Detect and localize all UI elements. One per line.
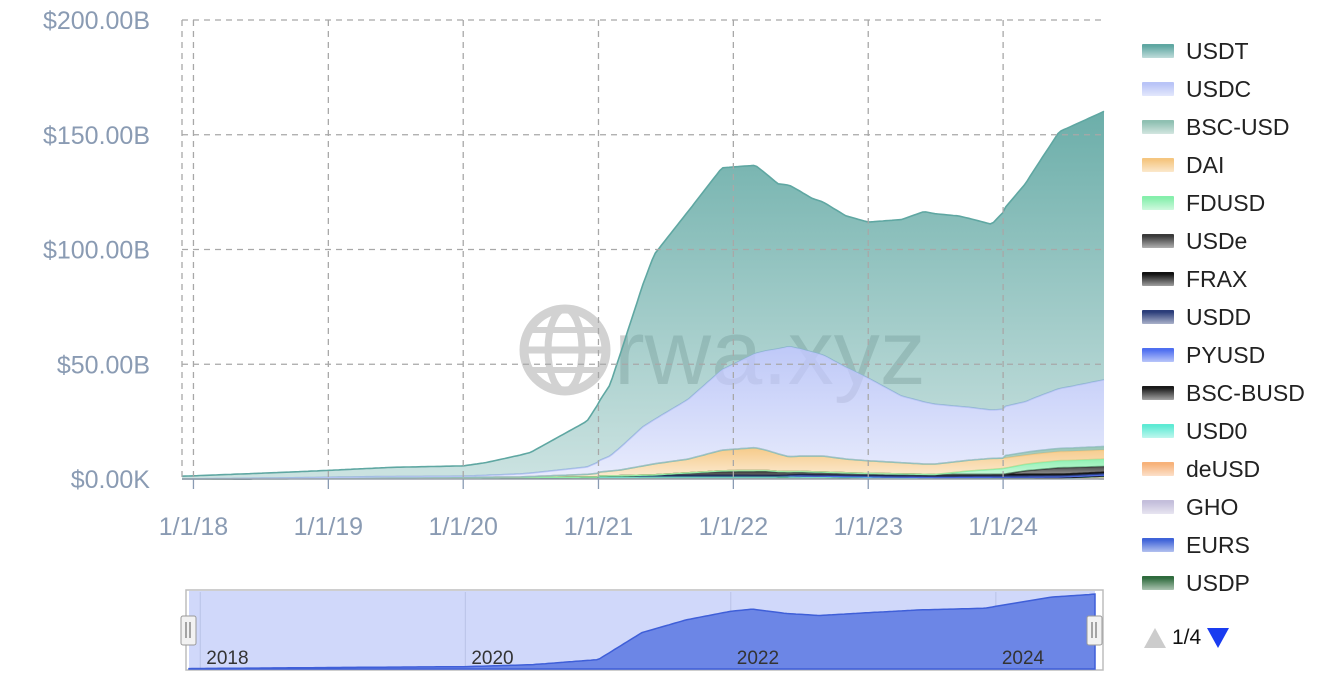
x-tick-label: 1/1/19 <box>294 513 364 541</box>
x-axis: 1/1/18 1/1/19 1/1/20 1/1/21 1/1/22 1/1/23 1/1/… <box>159 479 1038 541</box>
legend-label: USDC <box>1186 75 1252 102</box>
series-area-usdc[interactable] <box>182 346 1104 479</box>
series-area-dai[interactable] <box>182 447 1104 479</box>
legend-label: USDT <box>1186 37 1249 64</box>
legend-swatch <box>1142 234 1174 248</box>
legend-label: DAI <box>1186 151 1225 178</box>
legend-item-gho[interactable]: GHO <box>1142 488 1305 526</box>
legend-swatch <box>1142 272 1174 286</box>
legend-page-indicator: 1/4 <box>1172 626 1202 649</box>
y-tick-label: $150.00B <box>43 122 150 150</box>
legend-swatch <box>1142 500 1174 514</box>
navigator-year-label: 2024 <box>1002 648 1045 669</box>
series-line-usdt <box>181 110 1105 477</box>
grid <box>181 19 1104 480</box>
navigator-left-handle[interactable] <box>180 615 197 646</box>
navigator-series <box>188 593 1096 670</box>
legend-item-usd0[interactable]: USD0 <box>1142 412 1305 450</box>
legend-item-usdc[interactable]: USDC <box>1142 70 1305 108</box>
legend-label: USDe <box>1186 227 1248 254</box>
legend-swatch <box>1142 424 1174 438</box>
legend-swatch <box>1142 386 1174 400</box>
legend-label: GHO <box>1186 493 1239 520</box>
legend: USDT USDC BSC-USD DAI FDUSD USDe FRAX USDD PYUSD… <box>1142 32 1305 602</box>
legend-item-deusd[interactable]: deUSD <box>1142 450 1305 488</box>
legend-item-eurs[interactable]: EURS <box>1142 526 1305 564</box>
y-tick-label: $100.00B <box>43 237 150 265</box>
legend-item-pyusd[interactable]: PYUSD <box>1142 336 1305 374</box>
x-tick-label: 1/1/24 <box>968 513 1038 541</box>
legend-label: PYUSD <box>1186 341 1266 368</box>
series-area-usdt[interactable] <box>182 111 1104 480</box>
legend-label: FRAX <box>1186 265 1248 292</box>
legend-item-usdt[interactable]: USDT <box>1142 32 1305 70</box>
legend-page-down-icon[interactable] <box>1207 628 1230 648</box>
x-tick-label: 1/1/23 <box>833 513 903 541</box>
legend-item-bsc-usd[interactable]: BSC-USD <box>1142 108 1305 146</box>
legend-label: EURS <box>1186 531 1250 558</box>
legend-item-usde[interactable]: USDe <box>1142 222 1305 260</box>
navigator-labels: 2018 2020 2022 2024 <box>206 648 1044 669</box>
y-tick-label: $0.00K <box>71 466 151 494</box>
legend-item-fdusd[interactable]: FDUSD <box>1142 184 1305 222</box>
legend-label: FDUSD <box>1186 189 1266 216</box>
x-tick-label: 1/1/20 <box>428 513 498 541</box>
legend-label: USDD <box>1186 303 1252 330</box>
legend-label: USD0 <box>1186 417 1248 444</box>
x-tick-label: 1/1/22 <box>699 513 769 541</box>
legend-page-up-icon <box>1144 628 1166 648</box>
series-layer <box>181 110 1105 480</box>
legend-swatch <box>1142 82 1174 96</box>
legend-swatch <box>1142 462 1174 476</box>
navigator[interactable]: 2018 2020 2022 2024 <box>180 589 1104 671</box>
navigator-year-label: 2022 <box>737 648 779 669</box>
legend-item-usdd[interactable]: USDD <box>1142 298 1305 336</box>
legend-swatch <box>1142 158 1174 172</box>
navigator-year-label: 2018 <box>206 648 248 669</box>
legend-swatch <box>1142 538 1174 552</box>
legend-swatch <box>1142 576 1174 590</box>
legend-swatch <box>1142 196 1174 210</box>
legend-label: BSC-USD <box>1186 113 1290 140</box>
x-tick-label: 1/1/18 <box>159 513 229 541</box>
legend-swatch <box>1142 44 1174 58</box>
legend-swatch <box>1142 310 1174 324</box>
legend-label: USDP <box>1186 569 1250 596</box>
y-tick-label: $200.00B <box>43 7 150 35</box>
legend-item-usdp[interactable]: USDP <box>1142 564 1305 602</box>
legend-label: BSC-BUSD <box>1186 379 1305 406</box>
legend-swatch <box>1142 120 1174 134</box>
y-axis: $0.00K $50.00B $100.00B $150.00B $200.00B <box>43 7 150 494</box>
y-tick-label: $50.00B <box>57 351 150 379</box>
legend-item-frax[interactable]: FRAX <box>1142 260 1305 298</box>
legend-item-bsc-busd[interactable]: BSC-BUSD <box>1142 374 1305 412</box>
legend-pager: 1/4 <box>1144 626 1230 650</box>
navigator-year-label: 2020 <box>471 648 513 669</box>
legend-swatch <box>1142 348 1174 362</box>
legend-label: deUSD <box>1186 455 1261 482</box>
navigator-right-handle[interactable] <box>1086 615 1103 646</box>
legend-item-dai[interactable]: DAI <box>1142 146 1305 184</box>
x-tick-label: 1/1/21 <box>564 513 634 541</box>
